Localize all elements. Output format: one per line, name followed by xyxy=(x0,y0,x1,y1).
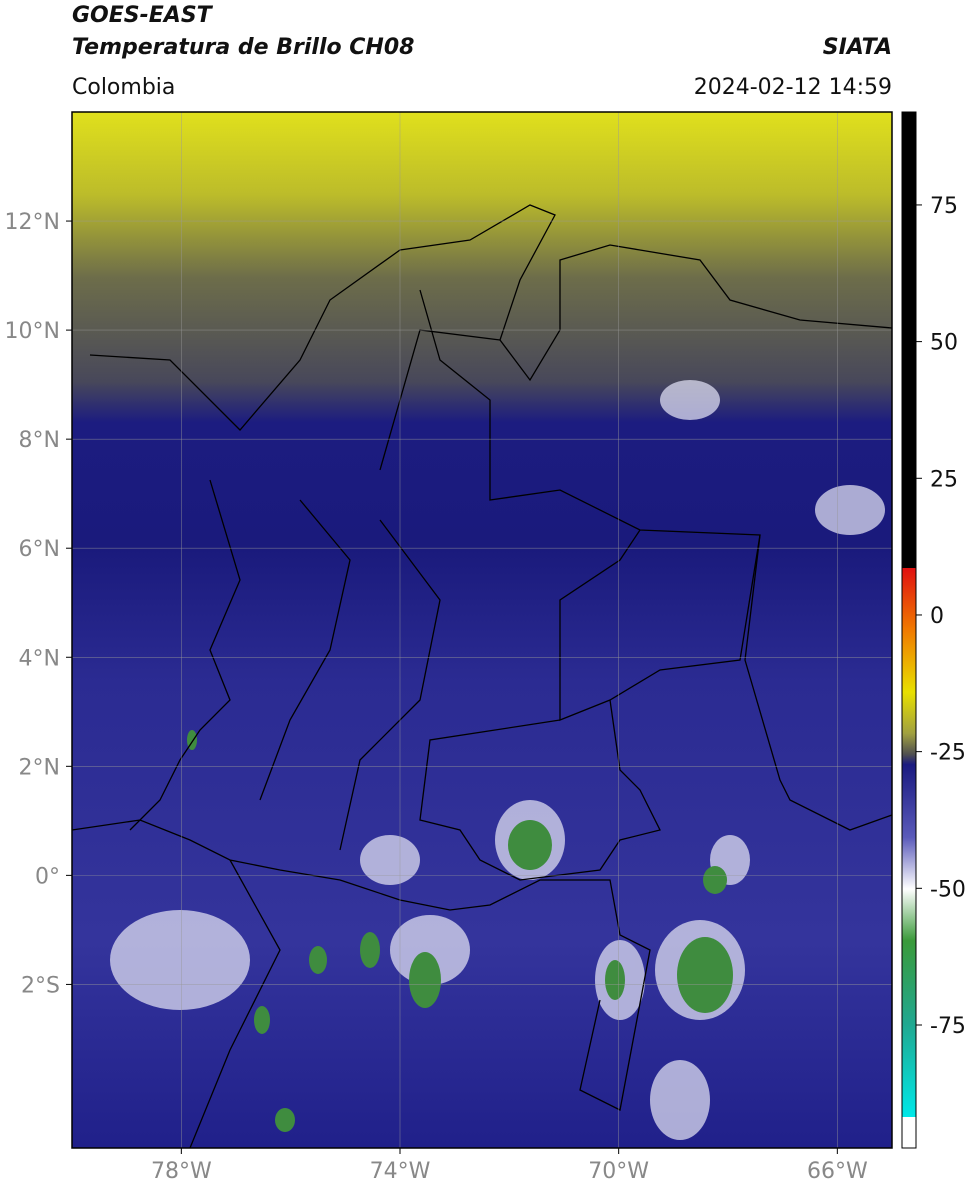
x-tick-label: 74°W xyxy=(370,1159,431,1184)
colorbar-tick-label: -75 xyxy=(930,1014,966,1039)
y-tick-label: 8°N xyxy=(19,428,60,453)
subtitle: Temperatura de Brillo CH08 xyxy=(72,35,414,60)
colorbar-tick-label: 75 xyxy=(930,194,958,219)
colorbar-tick-label: -25 xyxy=(930,741,966,766)
y-tick-label: 0° xyxy=(35,864,60,889)
datetime: 2024-02-12 14:59 xyxy=(694,75,892,100)
y-tick-label: 4°N xyxy=(19,646,60,671)
y-tick-label: 12°N xyxy=(5,210,60,235)
x-tick-label: 66°W xyxy=(807,1159,868,1184)
colorbar-tick-label: 50 xyxy=(930,331,958,356)
x-tick-label: 70°W xyxy=(588,1159,649,1184)
y-tick-label: 2°N xyxy=(19,755,60,780)
colorbar-tick-label: -50 xyxy=(930,877,966,902)
region: Colombia xyxy=(72,75,175,100)
y-tick-label: 10°N xyxy=(5,319,60,344)
source: SIATA xyxy=(823,35,892,60)
colorbar-tick-label: 0 xyxy=(930,604,944,629)
colorbar xyxy=(901,111,917,1149)
colorbar-tick-label: 25 xyxy=(930,467,958,492)
x-tick-label: 78°W xyxy=(151,1159,212,1184)
satellite-image xyxy=(72,112,892,1148)
y-tick-label: 6°N xyxy=(19,537,60,562)
title: GOES-EAST xyxy=(72,3,214,28)
y-tick-label: 2°S xyxy=(21,973,60,998)
map-frame xyxy=(71,111,893,1149)
